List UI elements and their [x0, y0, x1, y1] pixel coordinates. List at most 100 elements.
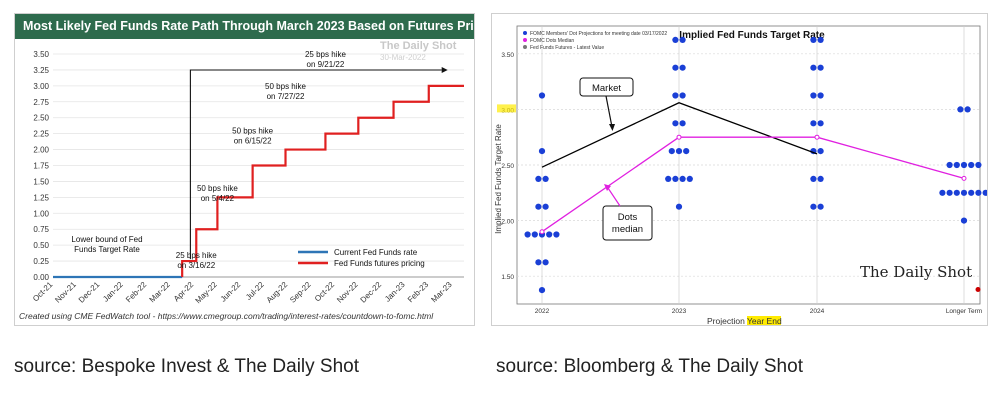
fomc-dot: [531, 231, 538, 238]
fomc-dot: [817, 120, 824, 127]
left-y-tick-label: 0.25: [33, 257, 49, 266]
left-legend-label: Fed Funds futures pricing: [334, 259, 425, 268]
right-legend-label: Fed Funds Futures - Latest Value: [530, 45, 604, 51]
fomc-dot: [538, 92, 546, 99]
left-x-tick-label: Mar-22: [148, 280, 173, 305]
fomc-dot: [982, 189, 987, 196]
left-x-tick-label: May-22: [194, 280, 220, 306]
right-watermark: The Daily Shot: [860, 263, 972, 281]
hike-annotation: 25 bps hike: [176, 251, 217, 260]
fomc-dot: [535, 259, 542, 266]
left-x-tick-label: Oct-22: [313, 280, 337, 304]
market-callout-text: Market: [592, 83, 621, 94]
fomc-dot: [542, 203, 549, 210]
fomc-dot: [538, 148, 546, 155]
fomc-dot: [672, 36, 679, 43]
left-y-tick-label: 2.25: [33, 130, 49, 139]
hikes-connector-line: [189, 69, 442, 260]
fomc-dot: [817, 203, 824, 210]
left-x-tick-label: Jun-22: [219, 280, 243, 304]
right-y-axis-label: Implied Fed Funds Target Rate: [494, 124, 503, 234]
left-y-tick-label: 0.00: [33, 273, 49, 282]
right-x-axis-label: Projection Year End: [707, 316, 782, 325]
left-x-tick-label: Jan-23: [383, 280, 407, 304]
left-x-tick-label: Aug-22: [265, 280, 290, 305]
fomc-dot: [810, 175, 817, 182]
median-callout-text: Dots: [618, 212, 638, 223]
dots-median-line: [541, 136, 965, 233]
left-x-tick-label: Oct-21: [31, 280, 55, 304]
right-legend-marker: [523, 38, 527, 42]
right-x-tick-label: Longer Term: [946, 308, 982, 315]
left-x-tick-label: Nov-21: [53, 280, 78, 305]
median-callout-text: median: [612, 224, 643, 235]
median-marker: [814, 134, 820, 140]
fomc-dot: [960, 189, 968, 196]
fomc-dot: [953, 161, 960, 169]
hike-annotation: on 6/15/22: [234, 137, 272, 146]
market-arrowhead: [609, 124, 615, 131]
fomc-dot: [953, 189, 960, 196]
median-callout-box: [602, 205, 653, 241]
fomc-dot: [679, 92, 686, 99]
left-chart-panel: Most Likely Fed Funds Rate Path Through …: [14, 13, 475, 326]
fomc-dot: [817, 36, 824, 43]
left-watermark-date: 30-Mar-2022: [380, 53, 426, 62]
right-y-tick-label: 2.50: [501, 163, 514, 170]
right-y-tick-label: 3.50: [501, 52, 514, 59]
fomc-dot: [817, 175, 824, 182]
fomc-dot: [683, 148, 690, 155]
hike-annotation: on 3/16/22: [177, 261, 215, 270]
right-y-tick-label: 1.50: [501, 274, 514, 281]
left-x-tick-label: Dec-22: [359, 280, 384, 305]
fomc-dot: [672, 92, 679, 99]
hike-annotation: on 7/27/22: [267, 92, 305, 101]
fomc-dot: [675, 203, 683, 210]
fomc-dot: [538, 287, 546, 294]
left-watermark: The Daily Shot: [380, 40, 457, 52]
futures-point: [975, 287, 981, 293]
right-legend-label: FOMC Members' Dot Projections for meetin…: [530, 31, 667, 37]
fomc-dot: [946, 189, 953, 196]
right-source-caption: source: Bloomberg & The Daily Shot: [496, 356, 803, 377]
right-x-tick-label: 2024: [810, 308, 825, 315]
fomc-dot: [817, 92, 824, 99]
right-x-tick-label: 2023: [672, 308, 687, 315]
median-marker: [961, 175, 967, 181]
fomc-dot: [810, 203, 817, 210]
fomc-dot: [957, 106, 964, 113]
fomc-dot: [665, 175, 672, 182]
hike-annotation: on 5/4/22: [201, 194, 235, 203]
hike-annotation: Funds Target Rate: [74, 245, 140, 254]
fomc-dot: [679, 36, 686, 43]
median-arrowhead: [604, 184, 611, 191]
fomc-dot: [675, 148, 683, 155]
fomc-dot: [975, 161, 982, 169]
left-x-tick-label: Dec-21: [77, 280, 102, 305]
hike-annotation: on 9/21/22: [307, 60, 345, 69]
median-callout-arrow: [607, 187, 621, 207]
hike-annotation: 50 bps hike: [265, 82, 306, 91]
fomc-dot: [535, 203, 542, 210]
right-legend-marker: [523, 45, 527, 49]
hike-annotation: on 11/2/22: [340, 39, 378, 41]
fomc-dot: [946, 161, 953, 169]
fomc-dot: [810, 120, 817, 127]
left-y-tick-label: 3.25: [33, 66, 49, 75]
fomc-dot: [960, 161, 968, 169]
fomc-dot: [817, 64, 824, 71]
fomc-dot: [672, 175, 679, 182]
left-y-tick-label: 3.50: [33, 50, 49, 59]
left-x-tick-label: Jul-22: [244, 280, 266, 302]
left-y-tick-label: 1.50: [33, 177, 49, 186]
fomc-dot: [679, 175, 686, 182]
left-y-tick-label: 0.75: [33, 225, 49, 234]
fomc-dot: [672, 120, 679, 127]
right-legend-marker: [523, 31, 527, 35]
ytick-highlight: [497, 104, 516, 113]
fomc-dot: [968, 161, 975, 169]
fomc-dot: [810, 92, 817, 99]
fomc-dot: [810, 64, 817, 71]
